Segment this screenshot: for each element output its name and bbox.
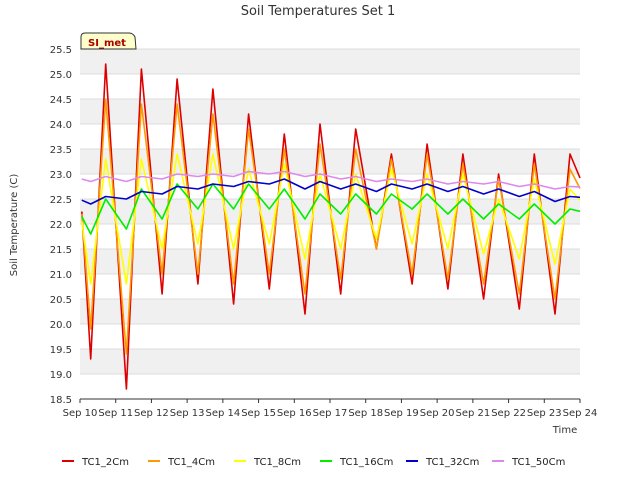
y-tick-label: 22.0 [50, 220, 72, 231]
series-line-tc1_16cm [81, 183, 581, 235]
x-tick-label: Sep 18 [348, 408, 383, 419]
y-tick-label: 18.5 [50, 395, 72, 406]
grid-band [80, 349, 580, 374]
legend: TC1_2Cm TC1_4Cm TC1_8Cm TC1_16Cm TC1_32Cm TC1… [62, 457, 565, 468]
x-tick-label: Sep 21 [455, 408, 490, 419]
grid-band [80, 99, 580, 124]
x-tick-label: Sep 14 [205, 408, 240, 419]
y-tick-label: 19.0 [50, 370, 72, 381]
series-line-tc1_8cm [81, 153, 581, 285]
x-tick-label: Sep 10 [63, 408, 98, 419]
y-tick-label: 21.0 [50, 270, 72, 281]
grid-band [80, 249, 580, 274]
y-tick-label: 25.0 [50, 70, 72, 81]
y-tick-label: 21.5 [50, 245, 72, 256]
legend-label: TC1_50Cm [511, 457, 565, 468]
grid-band [80, 49, 580, 74]
x-tick-label: Sep 16 [277, 408, 312, 419]
x-tick-label: Sep 24 [563, 408, 598, 419]
legend-label: TC1_16Cm [339, 457, 393, 468]
legend-label: TC1_4Cm [167, 457, 215, 468]
y-axis-tick-labels: 18.5 19.0 19.5 20.0 20.5 21.0 21.5 22.0 22.5 23.0… [50, 45, 72, 406]
x-tick-label: Sep 19 [384, 408, 419, 419]
chart-title: Soil Temperatures Set 1 [241, 4, 396, 19]
y-tick-label: 24.5 [50, 95, 72, 106]
x-tick-label: Sep 23 [527, 408, 562, 419]
y-tick-label: 24.0 [50, 120, 72, 131]
y-tick-label: 23.0 [50, 170, 72, 181]
x-tick-label: Sep 20 [420, 408, 455, 419]
x-tick-label: Sep 17 [313, 408, 348, 419]
legend-item-tc1_32cm: TC1_32Cm [406, 457, 479, 468]
x-tick-label: Sep 13 [170, 408, 205, 419]
legend-item-tc1_2cm: TC1_2Cm [62, 457, 129, 468]
badge-label: SI_met [88, 38, 126, 49]
series-lines [81, 63, 581, 390]
x-tick-label: Sep 15 [241, 408, 276, 419]
legend-item-tc1_4cm: TC1_4Cm [148, 457, 215, 468]
legend-item-tc1_50cm: TC1_50Cm [492, 457, 565, 468]
grid-band [80, 149, 580, 174]
x-tick-label: Sep 12 [134, 408, 169, 419]
x-tick-label: Sep 22 [491, 408, 526, 419]
x-axis-tick-labels: Sep 10 Sep 11 Sep 12 Sep 13 Sep 14 Sep 15 Sep … [63, 399, 598, 419]
legend-label: TC1_32Cm [425, 457, 479, 468]
annotation-badge: SI_met [80, 32, 137, 50]
y-tick-label: 25.5 [50, 45, 72, 56]
y-tick-label: 20.0 [50, 320, 72, 331]
x-axis-title: Time [552, 425, 577, 436]
y-tick-label: 20.5 [50, 295, 72, 306]
y-tick-label: 19.5 [50, 345, 72, 356]
legend-label: TC1_8Cm [253, 457, 301, 468]
series-line-tc1_50cm [81, 170, 581, 190]
y-tick-label: 22.5 [50, 195, 72, 206]
legend-label: TC1_2Cm [81, 457, 129, 468]
grid-band [80, 299, 580, 324]
y-tick-label: 23.5 [50, 145, 72, 156]
legend-item-tc1_8cm: TC1_8Cm [234, 457, 301, 468]
x-tick-label: Sep 11 [98, 408, 133, 419]
y-axis-title: Soil Temperature (C) [9, 174, 20, 277]
series-line-tc1_32cm [81, 178, 581, 205]
badge-box [80, 32, 137, 50]
legend-item-tc1_16cm: TC1_16Cm [320, 457, 393, 468]
